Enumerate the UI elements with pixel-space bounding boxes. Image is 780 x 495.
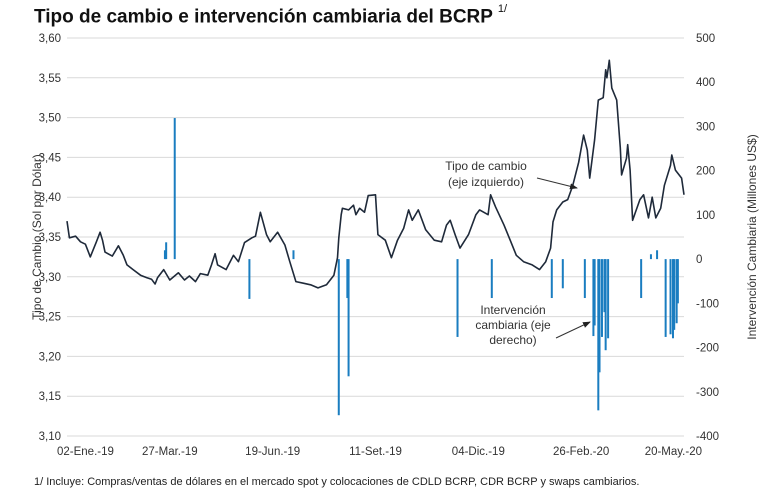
intervention-bar [597, 259, 600, 411]
x-tick-label: 02-Ene.-19 [57, 446, 114, 458]
chart-title-note: 1/ [497, 3, 508, 15]
y-left-tick-label: 3,35 [39, 232, 61, 244]
y-right-tick-label: 200 [696, 166, 715, 178]
intervention-bar [600, 259, 603, 337]
intervention-bar [456, 259, 459, 337]
y-right-tick-label: 100 [696, 210, 715, 222]
y-left-tick-label: 3,45 [39, 152, 61, 164]
intervention-bar [337, 259, 340, 416]
intervention-bar [163, 250, 166, 260]
intervention-bar [598, 259, 601, 373]
intervention-bar [664, 259, 667, 337]
intervention-bar [671, 259, 674, 339]
chart-title: Tipo de cambio e intervención cambiaria … [34, 3, 508, 28]
x-tick-label: 04-Dic.-19 [452, 446, 505, 458]
intervention-bar [346, 259, 349, 299]
intervention-bar [583, 259, 586, 299]
intervention-bar [292, 250, 295, 260]
intervention-bar [640, 259, 643, 299]
annotation-bar-label: derecho) [489, 333, 536, 347]
x-tick-label: 19-Jun.-19 [245, 446, 300, 458]
annotation-arrow [536, 177, 578, 190]
exchange-rate-line [66, 59, 685, 289]
y-right-tick-label: 400 [696, 77, 715, 89]
x-tick-label: 11-Set.-19 [349, 446, 402, 458]
intervention-bar [607, 259, 610, 339]
intervention-bar [592, 259, 595, 337]
y-left-tick-label: 3,10 [39, 431, 61, 443]
intervention-bar [604, 259, 607, 351]
intervention-bar [593, 259, 596, 326]
y-right-tick-label: -300 [696, 387, 719, 399]
y-right-tick-label: 300 [696, 121, 715, 133]
intervention-bar [248, 259, 251, 299]
y-left-tick-label: 3,55 [39, 73, 61, 85]
intervention-bar [490, 259, 493, 299]
chart-title-text: Tipo de cambio e intervención cambiaria … [34, 6, 493, 28]
annotation-arrow [555, 321, 591, 339]
intervention-bar [603, 259, 606, 313]
intervention-bar [173, 118, 176, 260]
y-left-tick-label: 3,15 [39, 391, 61, 403]
intervention-bar [561, 259, 564, 289]
intervention-bar [676, 259, 679, 304]
y-left-tick-label: 3,60 [39, 33, 61, 45]
y-right-tick-label: 500 [696, 33, 715, 45]
y-left-tick-label: 3,40 [39, 192, 61, 204]
footnote: 1/ Incluye: Compras/ventas de dólares en… [34, 476, 640, 488]
y-right-axis-title: Intervención Cambiaria (Millones US$) [745, 134, 759, 339]
annotation-bar-label: Intervención [480, 303, 545, 317]
intervention-bar [673, 259, 676, 330]
intervention-bar [656, 250, 659, 260]
y-right-tick-label: -100 [696, 298, 719, 310]
intervention-bar [649, 254, 652, 260]
annotation-line-label: (eje izquierdo) [448, 175, 524, 189]
x-tick-label: 20-May.-20 [645, 446, 702, 458]
y-left-axis-title: Tipo de Cambio (Sol por Dólar) [30, 154, 44, 320]
intervention-bar [165, 242, 168, 260]
x-tick-label: 26-Feb.-20 [553, 446, 609, 458]
y-right-tick-label: -400 [696, 431, 719, 443]
y-right-tick-label: -200 [696, 343, 719, 355]
y-left-tick-label: 3,30 [39, 272, 61, 284]
intervention-bar [669, 259, 672, 335]
y-left-tick-label: 3,50 [39, 113, 61, 125]
annotation-line-label: Tipo de cambio [445, 159, 527, 173]
y-left-tick-label: 3,20 [39, 351, 61, 363]
x-tick-label: 27-Mar.-19 [142, 446, 198, 458]
intervention-bar [550, 259, 553, 299]
annotation-bar-label: cambiaria (eje [475, 318, 551, 332]
intervention-bar [675, 259, 678, 324]
y-left-tick-label: 3,25 [39, 312, 61, 324]
intervention-bar [347, 259, 350, 377]
y-right-tick-label: 0 [696, 254, 702, 266]
